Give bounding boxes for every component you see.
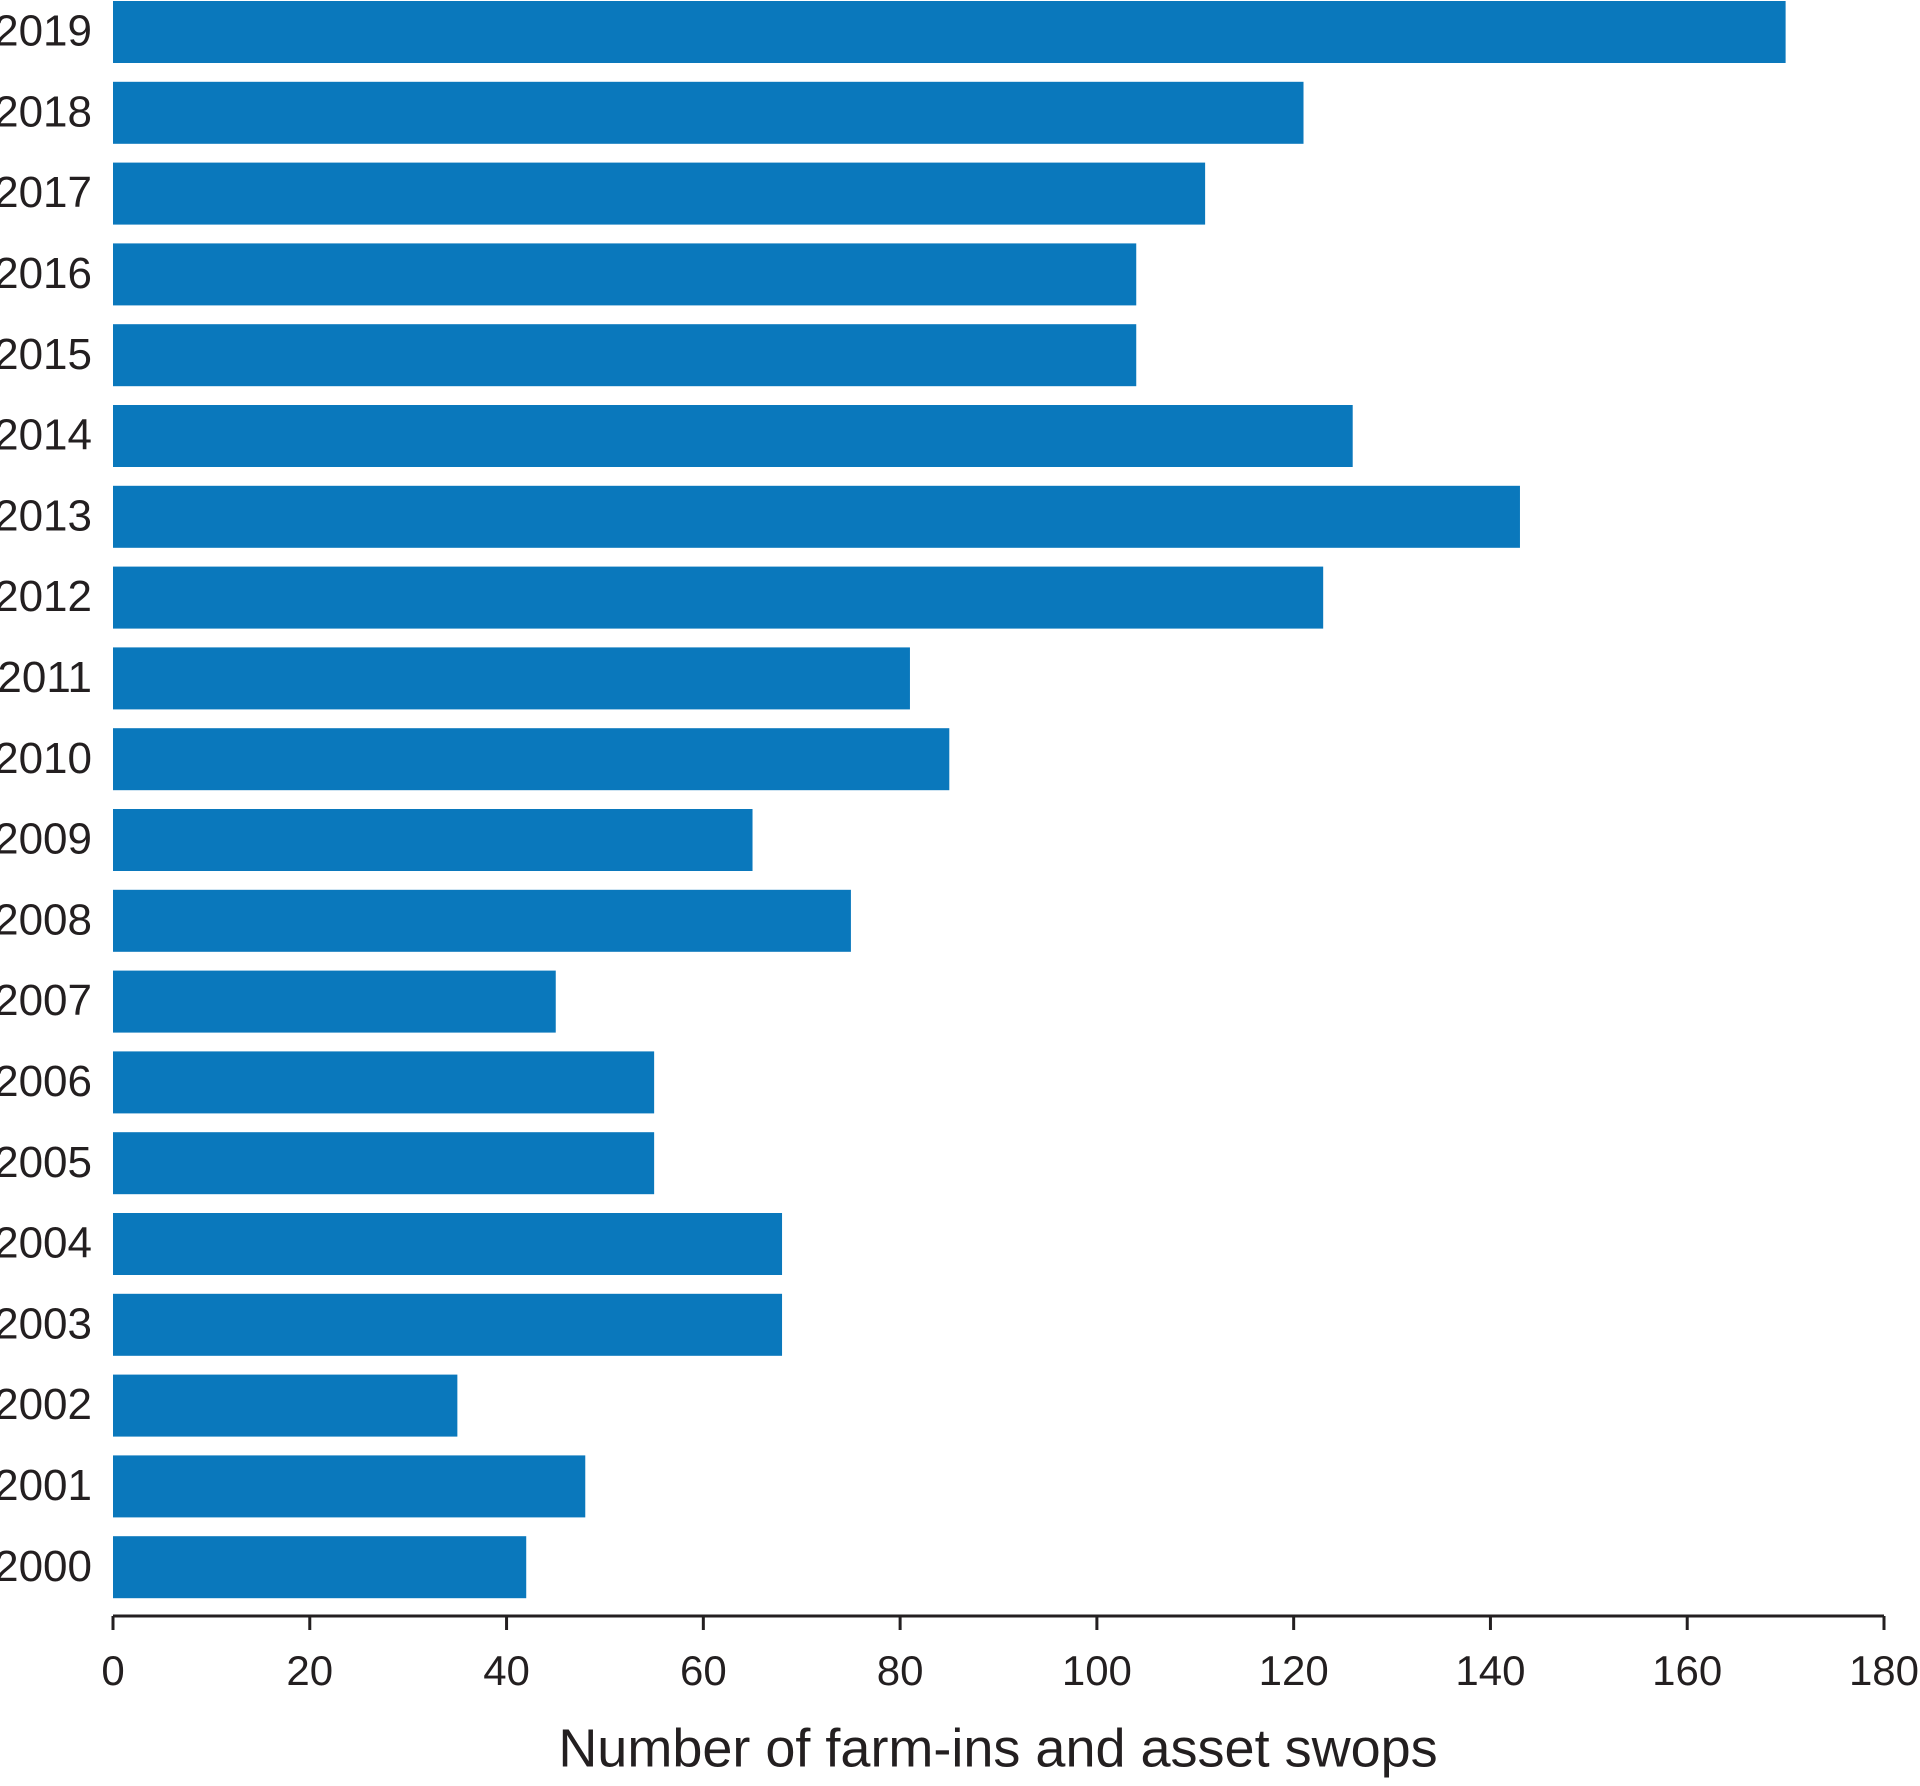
y-tick-label: 2011 [0, 653, 92, 702]
bar [113, 81, 1304, 144]
y-tick-label: 2016 [0, 249, 92, 298]
y-tick-label: 2013 [0, 491, 92, 540]
y-tick-label: 2018 [0, 87, 92, 136]
y-tick-label: 2008 [0, 895, 92, 944]
bar [113, 1132, 655, 1195]
bar [113, 324, 1137, 387]
x-tick-label: 180 [1849, 1647, 1919, 1694]
bar [113, 809, 753, 871]
bar [113, 889, 851, 952]
x-tick-label: 140 [1455, 1647, 1525, 1694]
bar [113, 1536, 527, 1599]
y-tick-label: 2019 [0, 7, 92, 56]
x-tick-label: 100 [1062, 1647, 1132, 1694]
y-tick-label: 2015 [0, 330, 92, 379]
y-tick-label: 2001 [0, 1461, 92, 1510]
bar [113, 1293, 783, 1356]
x-tick-label: 60 [680, 1647, 727, 1694]
y-tick-label: 2012 [0, 572, 92, 621]
bar [113, 970, 556, 1033]
bar [113, 485, 1520, 548]
bar [113, 405, 1353, 467]
x-tick-label: 40 [483, 1647, 530, 1694]
y-tick-label: 2007 [0, 976, 92, 1025]
y-tick-label: 2006 [0, 1057, 92, 1106]
x-tick-label: 80 [877, 1647, 924, 1694]
x-tick-label: 120 [1259, 1647, 1329, 1694]
bar [113, 566, 1324, 629]
y-tick-label: 2003 [0, 1299, 92, 1348]
bar [113, 1374, 458, 1437]
bar [113, 243, 1137, 306]
y-tick-label: 2010 [0, 734, 92, 783]
y-tick-label: 2002 [0, 1380, 92, 1429]
y-tick-label: 2000 [0, 1542, 92, 1591]
y-tick-label: 2017 [0, 168, 92, 217]
bar [113, 647, 910, 710]
x-axis-title: Number of farm-ins and asset swops [558, 1718, 1437, 1778]
bar [113, 162, 1206, 225]
y-tick-label: 2004 [0, 1219, 92, 1268]
x-tick-label: 160 [1652, 1647, 1722, 1694]
bar [113, 1051, 655, 1114]
y-tick-label: 2014 [0, 411, 92, 460]
x-tick-label: 0 [101, 1647, 124, 1694]
x-tick-label: 20 [286, 1647, 333, 1694]
bar [113, 1, 1786, 63]
y-tick-label: 2005 [0, 1138, 92, 1187]
bar [113, 1213, 783, 1275]
y-tick-label: 2009 [0, 815, 92, 864]
bar [113, 728, 950, 791]
bar [113, 1455, 586, 1518]
